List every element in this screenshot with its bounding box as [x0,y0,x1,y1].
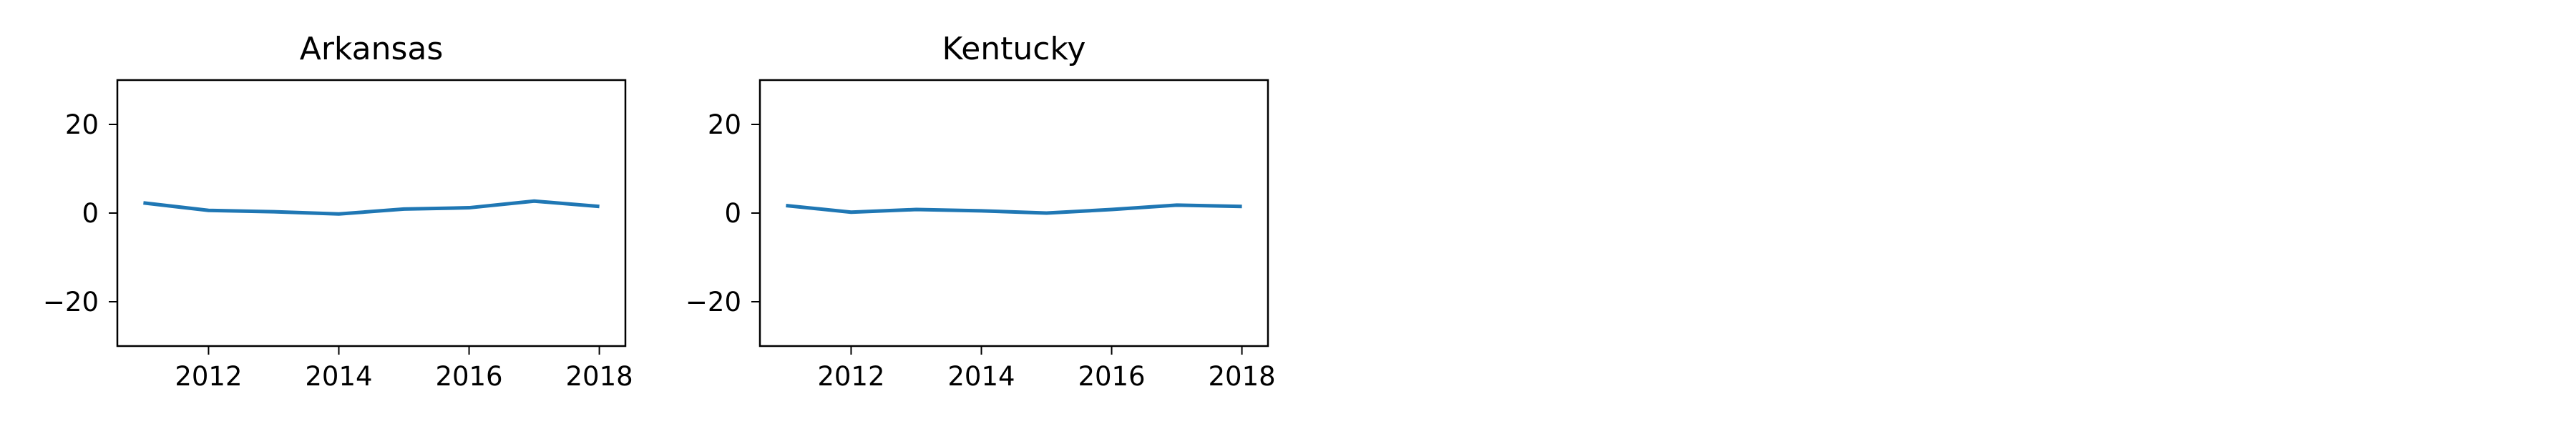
plot-frame [758,79,1269,347]
y-tick-label: 20 [708,109,741,140]
series-line [143,199,600,216]
x-tick-label: 2016 [1078,361,1145,392]
x-tick-label: 2012 [817,361,884,392]
plot-marks: 2012 2014 2016 2018 20 0 −20 [43,109,633,392]
chart-title: Kentucky [942,31,1086,67]
y-tick-label: 0 [724,198,741,229]
y-tick-label: −20 [686,287,741,317]
x-tick-label: 2018 [1209,361,1276,392]
subplot-arkansas: Arkansas 2012 2014 2016 2018 20 0 −20 [43,31,633,392]
y-tick-label: 20 [65,109,99,140]
subplot-kentucky: Kentucky 2012 2014 2016 2018 20 0 −20 [686,31,1276,392]
plot-marks: 2012 2014 2016 2018 20 0 −20 [686,109,1276,392]
x-tick-label: 2018 [566,361,633,392]
x-tick-label: 2016 [435,361,502,392]
x-tick-label: 2012 [175,361,242,392]
y-tick-label: −20 [43,287,99,317]
x-tick-label: 2014 [947,361,1015,392]
series-line [786,203,1242,215]
plot-frame [116,79,627,347]
chart-title: Arkansas [300,31,444,67]
x-tick-label: 2014 [305,361,372,392]
y-tick-label: 0 [82,198,99,229]
